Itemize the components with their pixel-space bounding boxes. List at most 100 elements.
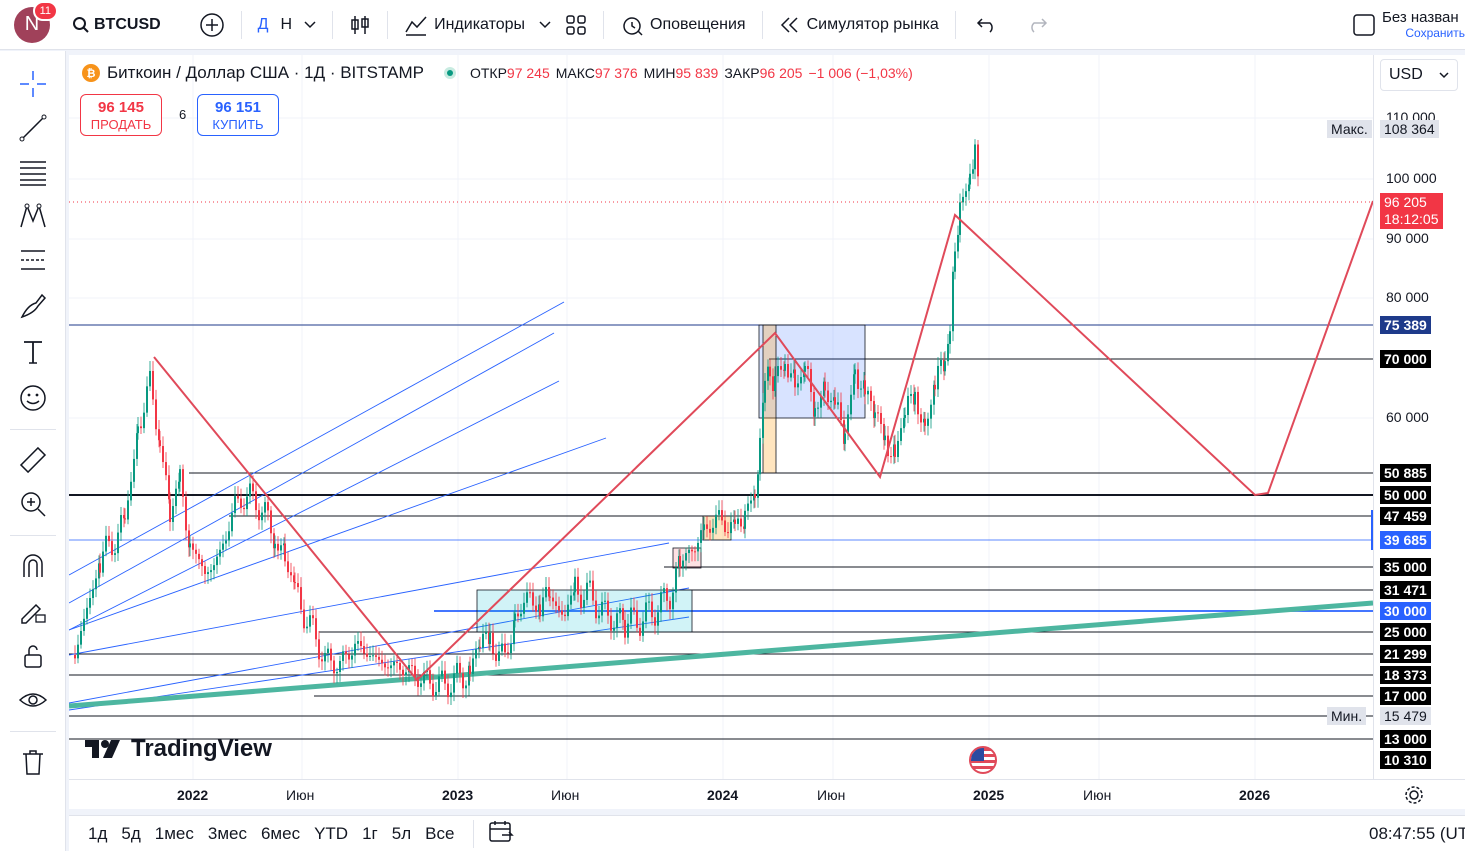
goto-date-button[interactable] [488,819,515,848]
candle-body [624,619,626,638]
gear-icon [1405,786,1423,804]
bar-countdown: 18:12:05 [1384,211,1439,227]
buy-button[interactable]: 96 151 КУПИТЬ [197,94,279,136]
candle-body [777,366,779,377]
clock[interactable]: 08:47:55 (UTC+3) [1369,823,1465,843]
candle-body [360,641,362,647]
chart-canvas[interactable] [69,55,1373,779]
interval-dropdown[interactable] [302,0,326,50]
candle-body [402,669,404,676]
symbol-search[interactable]: BTCUSD [62,0,171,50]
undo-button[interactable] [962,0,1012,50]
us-flag-icon[interactable] [969,746,997,774]
brush-tool[interactable] [14,287,52,325]
candle-body [222,543,224,550]
close-label: ЗАКР [724,65,760,81]
candle-body [384,663,386,668]
range-button[interactable]: YTD [314,823,349,843]
compare-button[interactable] [189,0,235,50]
candle-body [730,522,732,534]
candle-body [616,613,618,628]
candle-body [666,588,668,601]
divider [603,10,605,39]
alarm-clock-icon [623,16,643,36]
fib-tool[interactable] [14,153,52,191]
text-tool[interactable] [14,333,52,371]
range-button[interactable]: 1г [362,823,378,843]
divider [10,429,56,430]
candle-body [947,343,949,362]
candle-body [962,196,964,203]
candle-body [405,672,407,676]
candle-body [469,665,471,674]
range-button[interactable]: Все [425,823,455,843]
pattern-tool[interactable] [14,197,52,235]
candle-body [927,418,929,426]
level-price-tag: 70 000 [1380,350,1431,368]
smile-icon [20,385,46,411]
candle-body [709,528,711,533]
price-tick: 100 000 [1386,170,1437,186]
settings-button[interactable] [1403,784,1425,811]
candle-body [411,665,413,667]
candle-body [520,613,522,617]
layout-checkbox[interactable] [1342,0,1382,50]
price-scale[interactable]: USD 110 000 100 000 90 000 80 000 60 000 75 3… [1327,55,1465,779]
stay-drawing-tool[interactable] [14,591,52,629]
redo-button[interactable] [1012,0,1062,50]
range-button[interactable]: 5д [121,823,141,843]
symbol-title[interactable]: Биткоин / Доллар США · 1Д · BITSTAMP [107,63,424,82]
interval-day-button[interactable]: Д [257,15,269,33]
candle-body [949,331,951,344]
candle-body [697,542,699,552]
candle-body [74,655,76,659]
range-button[interactable]: 1мес [154,823,194,843]
candle-body [703,524,705,531]
candle-body [787,364,789,378]
indicators-button[interactable]: Индикаторы [394,0,535,50]
sell-button[interactable]: 96 145 ПРОДАТЬ [80,94,162,136]
channel-line [69,437,607,631]
range-button[interactable]: 1д [88,823,108,843]
prediction-tool[interactable] [14,241,52,279]
currency-select[interactable]: USD [1380,59,1458,91]
layout-name-block[interactable]: Без назван Сохранить [1382,9,1465,40]
candle-body [127,500,129,520]
lock-tool[interactable] [14,637,52,675]
candle-body [762,402,764,438]
candle-body [706,524,708,529]
alerts-button[interactable]: Оповещения [610,0,756,50]
ruler-tool[interactable] [14,441,52,479]
candle-body [837,402,839,405]
candle-body [369,655,371,657]
remove-tool[interactable] [14,743,52,781]
candle-body [479,646,481,648]
high-value: 97 376 [594,65,638,81]
indicators-dropdown[interactable] [535,0,555,50]
candle-body [669,600,671,610]
replay-button[interactable]: Симулятор рынка [769,0,949,50]
zoom-tool[interactable] [14,485,52,523]
candle-body [526,592,528,603]
candle-body [498,651,500,661]
level-price-tag: 10 310 [1380,751,1431,769]
save-label: Сохранить [1405,26,1465,40]
trendline-tool[interactable] [14,109,52,147]
chart-type-button[interactable] [339,0,381,50]
chart-pane[interactable]: ₿ Биткоин / Доллар США · 1Д · BITSTAMP О… [69,55,1373,779]
interval-week-button[interactable]: Н [280,15,293,33]
fib-lines-icon [20,161,46,186]
time-scale[interactable]: 2022 Июн 2023 Июн 2024 Июн 2025 Июн 2026 [69,779,1465,809]
magnet-tool[interactable] [14,547,52,585]
candle-body [969,173,971,185]
user-avatar[interactable]: N 11 [14,0,58,43]
visibility-tool[interactable] [14,681,52,719]
crosshair-tool[interactable] [14,65,52,103]
emoji-tool[interactable] [14,379,52,417]
layouts-button[interactable] [555,0,597,50]
candle-body [633,607,635,611]
range-button[interactable]: 3мес [207,823,247,843]
range-button[interactable]: 6мес [260,823,301,843]
range-button[interactable]: 5л [391,823,412,843]
candle-body [924,418,926,426]
